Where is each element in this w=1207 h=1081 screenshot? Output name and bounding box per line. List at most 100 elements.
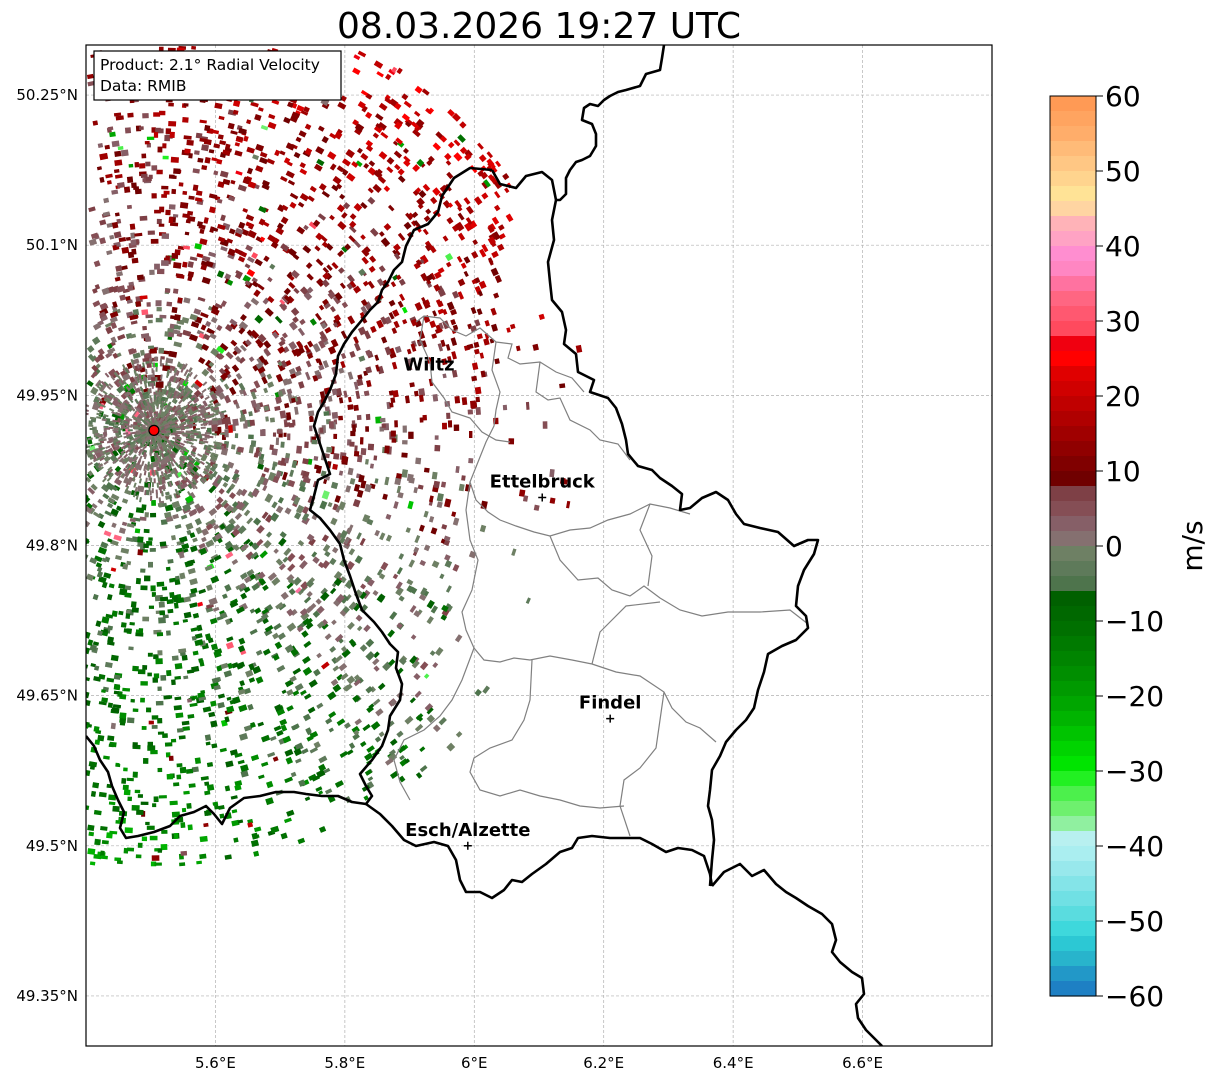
radar-pixel — [292, 419, 296, 426]
radar-pixel — [210, 316, 218, 324]
radar-pixel — [296, 226, 306, 235]
radar-pixel — [475, 407, 481, 416]
colorbar-band — [1050, 861, 1096, 877]
radar-pixel — [346, 675, 356, 685]
radar-pixel — [166, 421, 172, 426]
colorbar-band — [1050, 561, 1096, 577]
radar-pixel — [140, 393, 150, 401]
radar-pixel — [360, 202, 368, 210]
colorbar-tick-label: −50 — [1105, 905, 1164, 938]
radar-pixel — [158, 442, 164, 449]
radar-pixel — [355, 160, 363, 168]
radar-pixel — [181, 807, 187, 813]
radar-pixel — [360, 448, 367, 456]
radar-pixel — [295, 587, 302, 594]
radar-pixel — [409, 586, 418, 595]
radar-pixel — [464, 222, 473, 232]
radar-pixel — [183, 548, 189, 553]
radar-pixel — [185, 219, 191, 224]
radar-pixel — [339, 193, 346, 200]
radar-pixel — [135, 577, 142, 585]
radar-pixel — [188, 509, 197, 517]
radar-pixel — [214, 474, 222, 483]
radar-pixel — [293, 287, 300, 294]
radar-pixel — [186, 139, 194, 146]
radar-pixel — [542, 421, 548, 429]
radar-pixel — [105, 613, 114, 619]
radar-pixel — [141, 439, 147, 445]
radar-pixel — [260, 124, 269, 131]
radar-pixel — [409, 655, 418, 664]
radar-pixel — [115, 440, 121, 445]
radar-pixel — [279, 150, 286, 156]
radar-pixel — [233, 544, 240, 552]
radar-pixel — [180, 850, 188, 856]
radar-pixel — [108, 743, 114, 748]
radar-pixel — [437, 308, 445, 315]
radar-pixel — [491, 216, 500, 225]
radar-pixel — [142, 113, 149, 119]
radar-pixel — [283, 287, 292, 296]
radar-pixel — [168, 456, 174, 463]
radar-pixel — [240, 504, 247, 512]
radar-pixel — [207, 447, 213, 451]
radar-pixel — [126, 560, 132, 566]
radar-pixel — [367, 578, 375, 587]
radar-pixel — [472, 239, 479, 246]
radar-pixel — [263, 628, 273, 637]
radar-pixel — [236, 661, 246, 669]
radar-pixel — [113, 690, 119, 695]
radar-pixel — [251, 488, 260, 498]
radar-pixel — [272, 632, 280, 640]
radar-pixel — [207, 420, 214, 426]
canton-borders — [393, 315, 809, 837]
radar-pixel — [171, 458, 177, 464]
radar-pixel — [422, 183, 431, 192]
radar-pixel — [222, 463, 228, 469]
radar-pixel — [176, 361, 181, 367]
radar-site-marker[interactable] — [148, 424, 160, 436]
radar-pixel — [132, 308, 140, 316]
radar-pixel — [162, 733, 168, 738]
radar-pixel — [218, 115, 225, 121]
radar-pixel — [549, 497, 556, 504]
radar-pixel — [124, 827, 133, 834]
radar-pixel — [423, 673, 430, 679]
radar-pixel — [199, 119, 207, 124]
radar-pixel — [365, 139, 374, 148]
radar-pixel — [192, 612, 200, 619]
radar-pixel — [134, 486, 138, 493]
radar-pixel — [103, 572, 112, 579]
radar-pixel — [266, 373, 273, 380]
radar-pixel — [245, 551, 255, 561]
radar-pixel — [417, 484, 424, 490]
radar-pixel — [532, 343, 539, 351]
radar-pixel — [451, 351, 457, 360]
radar-pixel — [321, 490, 330, 500]
radar-pixel — [216, 476, 224, 485]
radar-pixel — [227, 662, 233, 670]
radar-pixel — [110, 322, 118, 330]
radar-pixel — [91, 503, 98, 509]
radar-pixel — [160, 675, 167, 681]
radar-pixel — [171, 387, 176, 394]
radar-pixel — [356, 532, 362, 540]
radar-pixel — [114, 402, 120, 408]
radar-pixel — [114, 446, 120, 452]
radar-pixel — [221, 501, 230, 509]
radar-pixel — [150, 462, 154, 468]
radar-pixel — [397, 168, 405, 176]
radar-pixel — [272, 475, 280, 484]
radar-pixel — [201, 388, 207, 394]
radar-pixel — [424, 703, 434, 712]
radar-pixel — [197, 417, 203, 421]
radar-pixel — [186, 479, 192, 485]
radar-pixel — [181, 455, 187, 461]
radar-pixel — [110, 508, 119, 516]
radar-pixel — [347, 371, 354, 380]
radar-pixel — [153, 654, 159, 660]
radar-pixel — [196, 221, 203, 228]
radar-pixel — [105, 456, 111, 462]
radar-pixel — [145, 477, 148, 483]
radar-pixel — [123, 789, 131, 796]
